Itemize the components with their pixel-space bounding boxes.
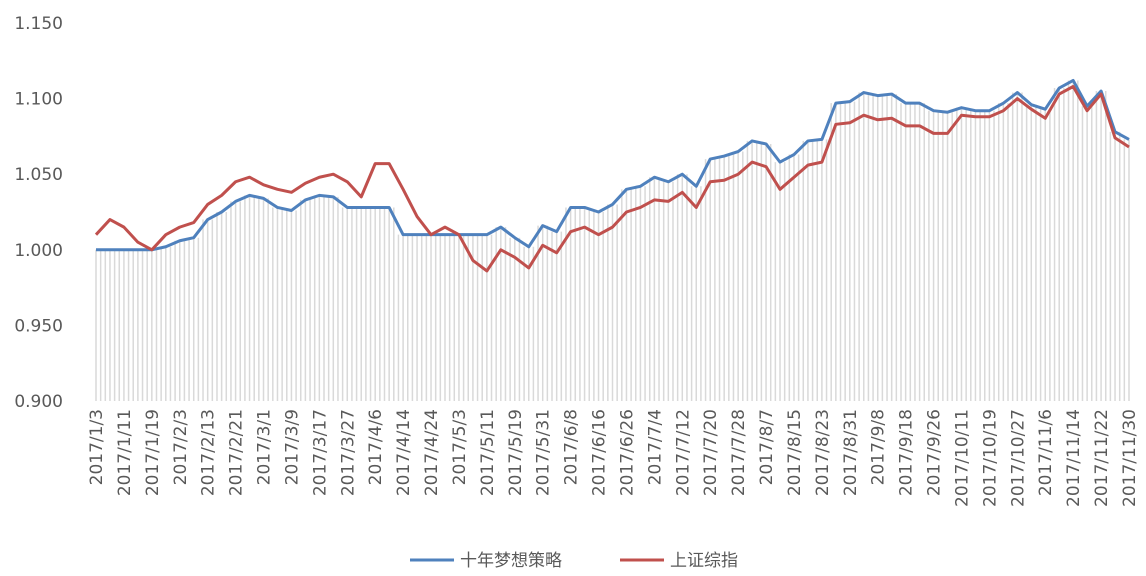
- x-tick-label: 2017/8/15: [785, 409, 805, 496]
- x-tick-label: 2017/11/22: [1092, 409, 1112, 507]
- x-tick-label: 2017/7/20: [701, 409, 721, 496]
- x-tick-label: 2017/2/13: [199, 409, 219, 496]
- x-tick-label: 2017/3/9: [282, 409, 302, 485]
- x-tick-label: 2017/11/6: [1036, 409, 1056, 496]
- x-tick-label: 2017/10/27: [1008, 409, 1028, 507]
- legend-item: 十年梦想策略: [410, 551, 562, 571]
- legend-item: 上证综指: [620, 551, 738, 571]
- y-tick-label: 0.950: [14, 316, 63, 336]
- x-tick-label: 2017/3/27: [338, 409, 358, 496]
- x-tick-label: 2017/4/24: [422, 409, 442, 496]
- x-tick-label: 2017/10/19: [980, 409, 1000, 507]
- x-tick-label: 2017/9/8: [869, 409, 889, 485]
- series-line: [94, 85, 1130, 273]
- x-tick-label: 2017/7/28: [729, 409, 749, 496]
- x-tick-label: 2017/7/12: [673, 409, 693, 496]
- x-tick-label: 2017/2/21: [227, 409, 247, 496]
- x-tick-label: 2017/5/19: [506, 409, 526, 496]
- x-tick-label: 2017/1/19: [143, 409, 163, 496]
- x-tick-label: 2017/5/11: [478, 409, 498, 496]
- x-tick-label: 2017/11/30: [1120, 409, 1140, 507]
- series-line: [96, 78, 1130, 252]
- x-tick-label: 2017/6/26: [617, 409, 637, 496]
- x-tick-label: 2017/7/4: [645, 409, 665, 485]
- x-tick-label: 2017/5/3: [450, 409, 470, 485]
- x-tick-label: 2017/3/1: [255, 409, 275, 485]
- x-tick-label: 2017/9/26: [925, 409, 945, 496]
- x-tick-label: 2017/6/8: [562, 409, 582, 485]
- y-tick-label: 0.900: [14, 392, 63, 412]
- x-tick-label: 2017/8/31: [841, 409, 861, 496]
- legend-label: 上证综指: [670, 551, 738, 571]
- x-tick-label: 2017/11/14: [1064, 409, 1084, 507]
- x-tick-label: 2017/5/31: [534, 409, 554, 496]
- x-tick-label: 2017/2/3: [171, 409, 191, 485]
- y-tick-label: 1.150: [14, 14, 63, 34]
- x-tick-label: 2017/8/7: [757, 409, 777, 485]
- x-tick-label: 2017/8/23: [813, 409, 833, 496]
- x-tick-label: 2017/3/17: [310, 409, 330, 496]
- x-tick-label: 2017/4/6: [366, 409, 386, 485]
- y-tick-label: 1.000: [14, 241, 63, 261]
- x-tick-label: 2017/10/11: [952, 409, 972, 507]
- x-tick-label: 2017/1/3: [87, 409, 107, 485]
- legend-label: 十年梦想策略: [460, 551, 562, 571]
- x-tick-label: 2017/4/14: [394, 409, 414, 496]
- x-tick-label: 2017/6/16: [590, 409, 610, 496]
- x-tick-label: 2017/9/18: [897, 409, 917, 496]
- x-tick-label: 2017/1/11: [115, 409, 135, 496]
- y-tick-label: 1.100: [14, 90, 63, 110]
- y-tick-label: 1.050: [14, 165, 63, 185]
